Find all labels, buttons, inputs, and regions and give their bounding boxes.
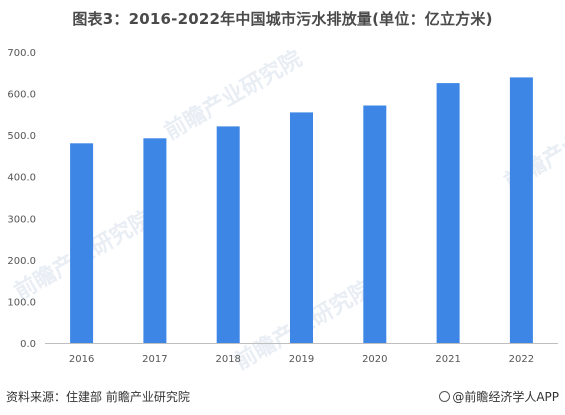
bar-2019 bbox=[290, 112, 313, 344]
y-tick-label: 100.0 bbox=[7, 297, 36, 308]
x-tick-label: 2019 bbox=[289, 354, 314, 365]
y-tick-label: 700.0 bbox=[7, 48, 36, 59]
x-tick-label: 2021 bbox=[435, 354, 460, 365]
source-note: 资料来源：住建部 前瞻产业研究院 bbox=[6, 390, 190, 404]
bar-2016 bbox=[70, 143, 94, 343]
y-tick-label: 600.0 bbox=[7, 90, 36, 101]
y-tick-label: 300.0 bbox=[7, 214, 36, 225]
bar-2020 bbox=[363, 105, 387, 343]
x-axis: 2016 2017 2018 2019 2020 2021 2022 bbox=[69, 354, 534, 365]
bar-2018 bbox=[216, 126, 240, 344]
y-tick-label: 500.0 bbox=[7, 131, 36, 142]
y-tick-label: 0.0 bbox=[20, 339, 36, 350]
watermark-layer: 前瞻产业研究院 前瞻产业研究院 前瞻产业研究院 前瞻产业研究院 bbox=[10, 46, 565, 376]
x-tick-label: 2016 bbox=[69, 354, 94, 365]
brand-logo-icon bbox=[439, 391, 451, 402]
x-tick-label: 2020 bbox=[362, 354, 387, 365]
bar-2017 bbox=[143, 138, 167, 343]
x-tick-label: 2022 bbox=[509, 354, 534, 365]
bar-2022 bbox=[509, 77, 533, 344]
x-tick-label: 2017 bbox=[142, 354, 167, 365]
brand-credit: @前瞻经济学人APP bbox=[439, 388, 559, 405]
bar-chart: 前瞻产业研究院 前瞻产业研究院 前瞻产业研究院 前瞻产业研究院 0.0 100.0… bbox=[7, 46, 565, 376]
y-axis: 0.0 100.0 200.0 300.0 400.0 500.0 600.0 700.0 bbox=[7, 48, 36, 350]
brand-credit-text: @前瞻经济学人APP bbox=[452, 390, 559, 404]
y-tick-label: 200.0 bbox=[7, 256, 36, 267]
bar-2021 bbox=[436, 83, 460, 343]
x-tick-label: 2018 bbox=[215, 354, 240, 365]
bars-group bbox=[70, 77, 533, 344]
chart-title: 图表3：2016-2022年中国城市污水排放量(单位：亿立方米) bbox=[72, 10, 493, 28]
y-tick-label: 400.0 bbox=[7, 173, 36, 184]
